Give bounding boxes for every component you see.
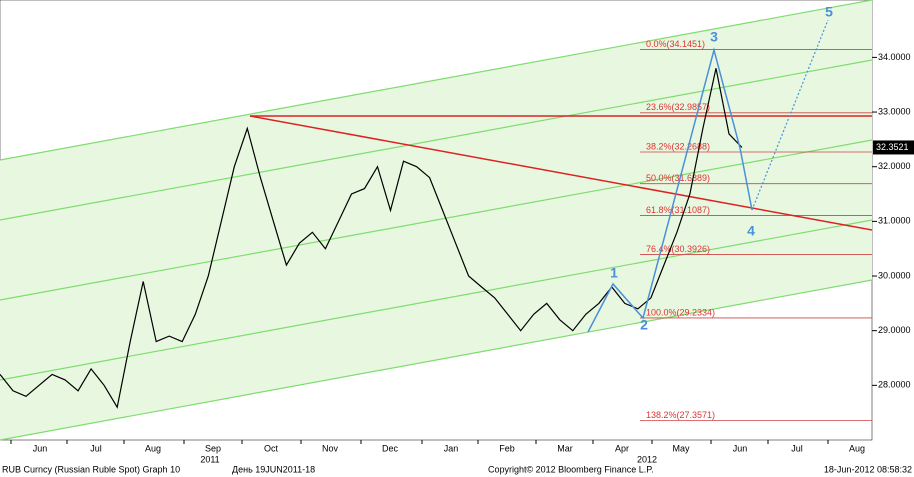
price-line [0, 68, 743, 409]
fib-label: 50.0%(31.6889) [646, 173, 710, 183]
x-tick-label: Sep [205, 443, 221, 453]
last-price-box [873, 140, 914, 155]
fib-label: 38.2%(32.2688) [646, 141, 710, 151]
channel-line [0, 279, 873, 441]
x-tick-label: Jul [791, 443, 803, 453]
fib-label: 100.0%(29.2334) [646, 307, 715, 317]
y-tick-label: 33.0000 [878, 106, 911, 116]
channel-line [0, 59, 873, 221]
x-tick-label: Apr [615, 443, 629, 453]
y-tick-label: 34.0000 [878, 52, 911, 62]
subtitle: День 19JUN2011-18 [232, 464, 315, 474]
copyright: Copyright© 2012 Bloomberg Finance L.P. [488, 464, 654, 474]
wave-label: 4 [747, 223, 755, 239]
fib-label: 61.8%(31.1087) [646, 205, 710, 215]
wave-line [587, 47, 753, 333]
wave-label: 3 [710, 29, 718, 45]
x-tick-label: May [672, 443, 690, 453]
x-tick-label: Feb [499, 443, 515, 453]
channel-line [0, 219, 873, 381]
x-tick-label: Mar [557, 443, 573, 453]
y-tick-label: 30.0000 [878, 270, 911, 280]
trendline [249, 115, 873, 231]
x-tick-label: Oct [264, 443, 279, 453]
channel-line [0, 0, 873, 161]
y-tick-label: 29.0000 [878, 325, 911, 335]
wave-label: 5 [825, 4, 833, 20]
year-label: 2011 [200, 454, 219, 464]
fib-label: 76.4%(30.3926) [646, 244, 710, 254]
x-tick-label: Jun [33, 443, 48, 453]
x-tick-label: Aug [145, 443, 161, 453]
chart-title: RUB Curncy (Russian Ruble Spot) Graph 10 [2, 464, 180, 474]
fib-label: 138.2%(27.3571) [646, 410, 715, 420]
channel-line [0, 139, 873, 301]
fib-label: 0.0%(34.1451) [646, 39, 705, 49]
wave-label: 1 [610, 265, 618, 281]
x-tick-label: Aug [849, 443, 865, 453]
y-tick-label: 31.0000 [878, 216, 911, 226]
year-label: 2012 [637, 454, 657, 464]
x-tick-label: Jan [444, 443, 459, 453]
x-tick-label: Jun [733, 443, 748, 453]
x-tick-label: Dec [382, 443, 399, 453]
last-price-label: 32.3521 [876, 142, 909, 152]
y-tick-label: 28.0000 [878, 380, 911, 390]
y-tick-label: 32.0000 [878, 161, 911, 171]
timestamp: 18-Jun-2012 08:58:32 [824, 464, 912, 474]
x-tick-label: Nov [322, 443, 339, 453]
fib-label: 23.6%(32.9857) [646, 102, 710, 112]
x-tick-label: Jul [90, 443, 102, 453]
wave-label: 2 [640, 317, 648, 333]
